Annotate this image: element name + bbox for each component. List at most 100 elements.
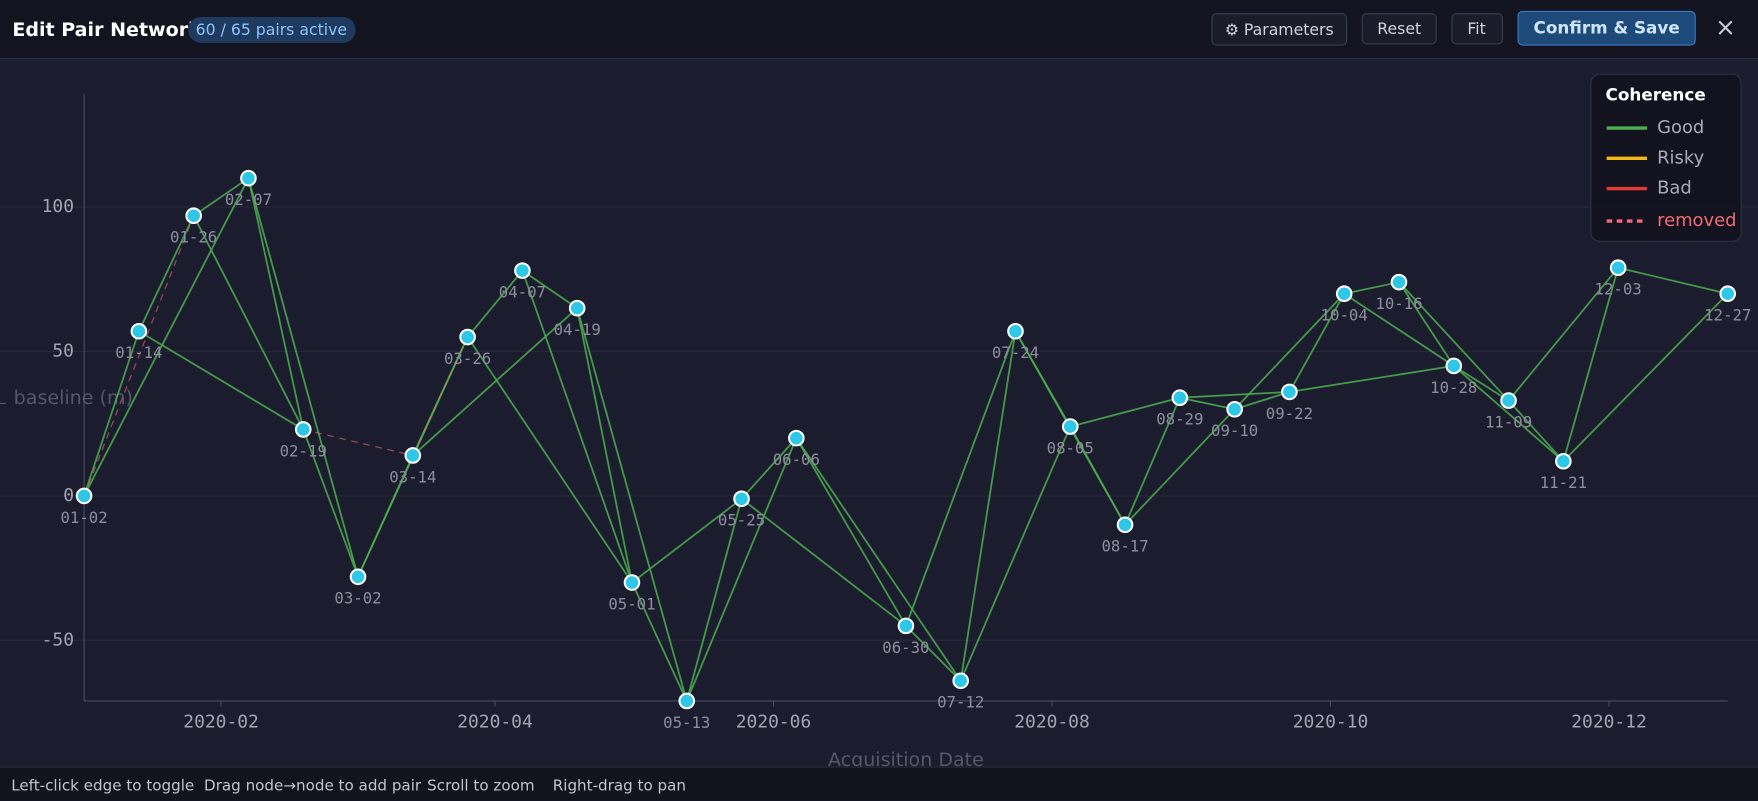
close-button[interactable]: × xyxy=(1715,12,1736,41)
pair-edge[interactable] xyxy=(905,625,962,682)
pair-edge[interactable] xyxy=(412,307,578,457)
node-label: 10-04 xyxy=(1321,306,1368,325)
pair-edge[interactable] xyxy=(1562,267,1620,462)
removed-edge[interactable] xyxy=(303,428,413,457)
node-label: 03-02 xyxy=(334,589,381,608)
pair-edge[interactable] xyxy=(192,215,305,430)
pair-edge[interactable] xyxy=(740,437,797,500)
acquisition-node[interactable] xyxy=(1226,400,1243,418)
pair-edge[interactable] xyxy=(1343,292,1455,367)
acquisition-node[interactable] xyxy=(459,328,476,346)
pair-edge[interactable] xyxy=(302,429,359,578)
button-label[interactable]: Confirm & Save xyxy=(1534,17,1680,37)
pair-edge[interactable] xyxy=(685,498,743,702)
acquisition-node[interactable] xyxy=(1555,452,1572,470)
pair-edge[interactable] xyxy=(1179,396,1235,411)
pair-edge[interactable] xyxy=(83,330,140,497)
pair-edge[interactable] xyxy=(1070,396,1181,428)
node-label: 04-07 xyxy=(499,283,546,302)
acquisition-node[interactable] xyxy=(1061,418,1079,435)
pair-edge[interactable] xyxy=(466,270,524,338)
removed-edge[interactable] xyxy=(412,336,469,456)
node-label: 09-22 xyxy=(1266,404,1313,423)
confirm-save-button[interactable]: Confirm & Save xyxy=(1517,10,1696,46)
pair-edge[interactable] xyxy=(795,437,907,627)
pair-edge[interactable] xyxy=(1069,426,1126,526)
pair-edge[interactable] xyxy=(576,307,688,702)
pair-edge[interactable] xyxy=(631,498,743,584)
fit-button[interactable]: Fit xyxy=(1451,13,1503,45)
pair-edge[interactable] xyxy=(1453,365,1564,462)
pair-edge[interactable] xyxy=(1507,399,1565,462)
pair-edge[interactable] xyxy=(193,177,249,217)
pair-edge[interactable] xyxy=(521,270,633,583)
pair-edge[interactable] xyxy=(1507,267,1619,402)
pair-edge[interactable] xyxy=(1234,391,1290,411)
acquisition-node[interactable] xyxy=(1609,259,1627,277)
acquisition-node[interactable] xyxy=(404,447,422,464)
pair-edge[interactable] xyxy=(1398,281,1510,402)
acquisition-node[interactable] xyxy=(678,692,696,710)
acquisition-node[interactable] xyxy=(1116,516,1134,534)
pair-edge[interactable] xyxy=(1124,397,1181,526)
acquisition-node[interactable] xyxy=(733,490,750,508)
pair-edge[interactable] xyxy=(138,330,304,431)
acquisition-node[interactable] xyxy=(349,568,367,586)
acquisition-node[interactable] xyxy=(788,429,805,447)
pair-edge[interactable] xyxy=(1453,365,1510,402)
pair-edge[interactable] xyxy=(83,177,250,497)
acquisition-node[interactable] xyxy=(1007,322,1024,340)
node-label: 06-30 xyxy=(882,638,929,657)
acquisition-node[interactable] xyxy=(1500,392,1517,409)
pair-edge[interactable] xyxy=(959,331,1017,681)
y-tick-label: -50 xyxy=(42,629,74,650)
acquisition-node[interactable] xyxy=(952,672,969,690)
reset-button[interactable]: Reset xyxy=(1361,13,1437,45)
pair-edge[interactable] xyxy=(905,330,1017,627)
pair-edge[interactable] xyxy=(795,437,962,682)
acquisition-node[interactable] xyxy=(294,421,312,438)
removed-edge[interactable] xyxy=(83,215,195,497)
pair-edge[interactable] xyxy=(1617,266,1728,295)
pair-edge[interactable] xyxy=(576,307,633,583)
acquisition-node[interactable] xyxy=(514,262,531,279)
pair-edge[interactable] xyxy=(521,269,578,309)
acquisition-node[interactable] xyxy=(240,169,257,187)
button-label[interactable]: Reset xyxy=(1377,19,1421,38)
button-label[interactable]: Fit xyxy=(1467,19,1485,38)
parameters-button[interactable]: ⚙ Parameters xyxy=(1211,13,1348,46)
acquisition-node[interactable] xyxy=(1335,285,1353,303)
acquisition-node[interactable] xyxy=(1390,273,1408,291)
pair-edge[interactable] xyxy=(631,582,688,702)
node-label: 09-10 xyxy=(1211,421,1258,440)
pair-edge[interactable] xyxy=(138,215,195,332)
acquisition-node[interactable] xyxy=(1445,357,1463,375)
pair-edge[interactable] xyxy=(247,177,359,578)
acquisition-node[interactable] xyxy=(185,207,202,225)
acquisition-node[interactable] xyxy=(130,322,148,340)
pair-edge[interactable] xyxy=(466,336,633,584)
acquisition-node[interactable] xyxy=(568,299,586,317)
acquisition-node[interactable] xyxy=(623,574,641,591)
pair-edge[interactable] xyxy=(685,437,798,702)
pair-edge[interactable] xyxy=(1288,293,1345,393)
node-label: 07-12 xyxy=(937,693,984,712)
pair-edge[interactable] xyxy=(1562,293,1729,462)
pair-edge[interactable] xyxy=(1233,293,1345,410)
pair-edge[interactable] xyxy=(740,498,907,627)
pair-edge[interactable] xyxy=(247,177,305,430)
acquisition-node[interactable] xyxy=(897,617,915,635)
acquisition-node[interactable] xyxy=(1281,383,1298,401)
footer-hint: Scroll to zoom xyxy=(427,777,534,795)
x-tick-label: 2020-12 xyxy=(1571,711,1647,732)
pair-edge[interactable] xyxy=(1124,408,1236,526)
acquisition-node[interactable] xyxy=(1171,389,1189,406)
acquisition-node[interactable] xyxy=(75,487,93,505)
pair-edge[interactable] xyxy=(1289,365,1454,393)
acquisition-node[interactable] xyxy=(1719,285,1737,303)
pair-edge[interactable] xyxy=(1344,281,1400,295)
button-label[interactable]: ⚙ Parameters xyxy=(1225,20,1334,39)
pair-edge[interactable] xyxy=(959,426,1072,682)
pair-edge[interactable] xyxy=(1179,391,1290,399)
pair-edge[interactable] xyxy=(1398,281,1455,367)
